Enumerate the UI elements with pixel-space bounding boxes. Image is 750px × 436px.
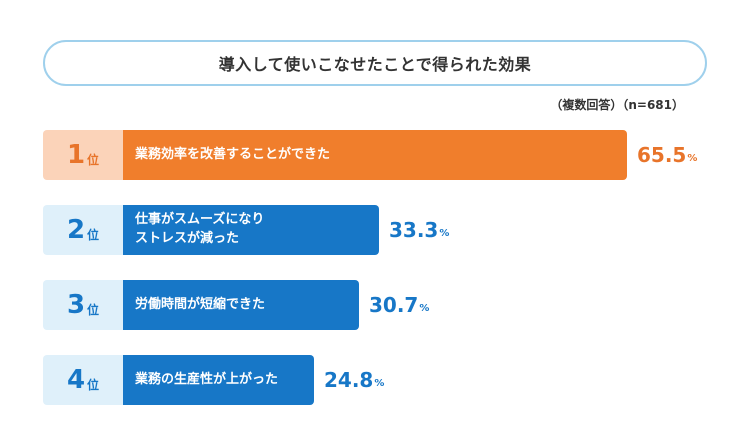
bar: 業務の生産性が上がった [123,355,314,405]
value-unit: % [439,227,450,239]
value-unit: % [419,302,430,314]
value-label: 24.8% [324,355,384,405]
value-number: 30.7 [369,293,419,317]
rank-suffix: 位 [87,227,100,242]
bar-label: 業務効率を改善することができた [135,146,331,162]
value-number: 33.3 [389,218,439,242]
rank-number: 4 [66,365,86,395]
value-label: 65.5% [637,130,697,180]
bar-label: 業務の生産性が上がった [135,371,279,387]
bar-label: 労働時間が短縮できた [135,296,266,312]
bar: 仕事がスムーズになり ストレスが減った [123,205,379,255]
rank-number: 2 [66,215,86,245]
value-number: 65.5 [637,143,687,167]
rank-suffix: 位 [87,302,100,317]
chart-title: 導入して使いこなせたことで得られた効果 [43,40,707,86]
rank-suffix: 位 [87,152,100,167]
bar: 労働時間が短縮できた [123,280,359,330]
value-label: 30.7% [369,280,429,330]
sample-note: （複数回答）（n=681） [550,98,684,112]
rank-number: 1 [66,140,86,170]
value-unit: % [374,377,385,389]
bar-label: 仕事がスムーズになり ストレスが減った [135,212,265,246]
value-label: 33.3% [389,205,449,255]
bar: 業務効率を改善することができた [123,130,627,180]
rank-suffix: 位 [87,377,100,392]
value-number: 24.8 [324,368,374,392]
value-unit: % [687,152,698,164]
rank-number: 3 [66,290,86,320]
